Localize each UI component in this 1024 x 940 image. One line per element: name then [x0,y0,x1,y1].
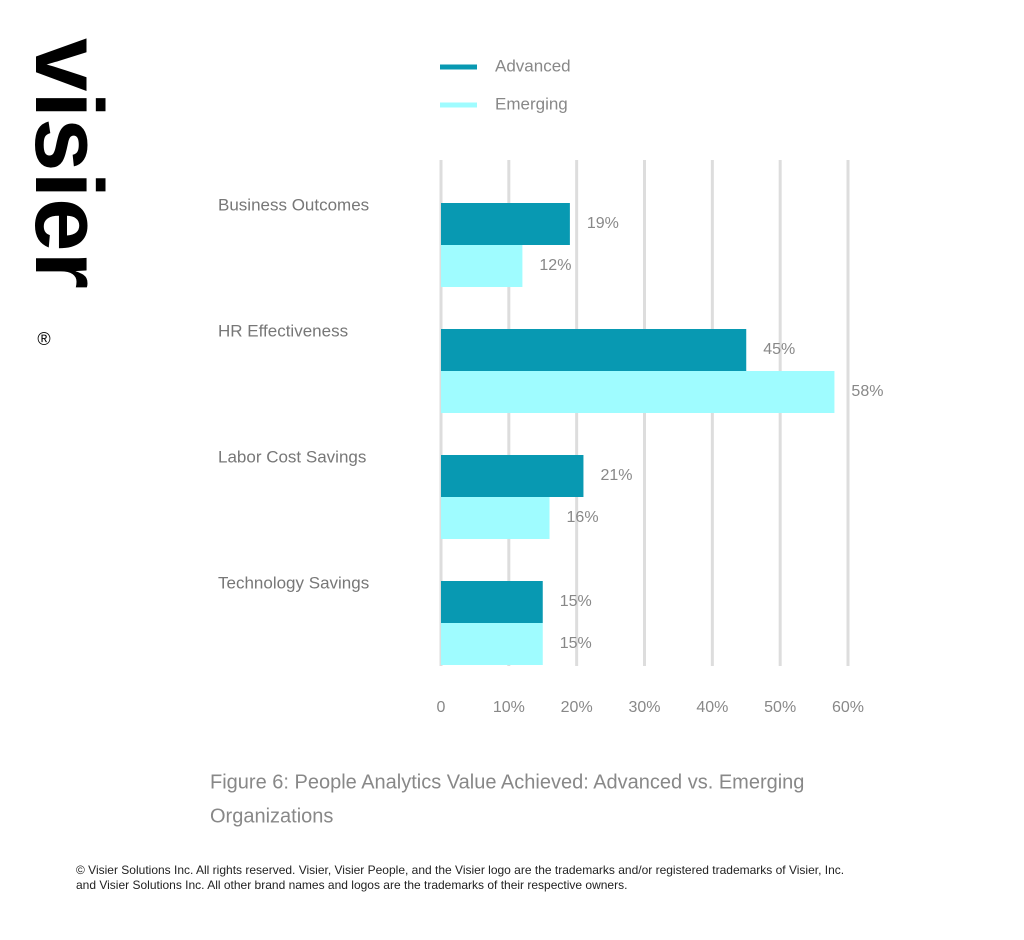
value-label: 45% [763,341,795,358]
x-tick-label: 30% [628,699,660,716]
caption: Organizations [210,805,333,827]
x-tick-label: 60% [832,699,864,716]
bar [441,329,747,371]
x-tick-label: 0 [437,699,446,716]
logo-mark: ® [37,329,50,349]
logo: visier ® [15,38,122,349]
value-label: 21% [600,467,632,484]
category-label: Business Outcomes [218,195,369,214]
x-tick-label: 20% [561,699,593,716]
footer: © Visier Solutions Inc. All rights reser… [76,863,844,877]
bar [441,497,550,539]
category-label: HR Effectiveness [218,321,348,340]
x-tick-label: 50% [764,699,796,716]
value-label: 15% [560,635,592,652]
x-tick-label: 10% [493,699,525,716]
value-label: 16% [567,509,599,526]
legend-label: Advanced [495,56,571,75]
caption: Figure 6: People Analytics Value Achieve… [210,771,804,793]
bar [441,371,835,413]
logo-text: visier [15,38,122,289]
bar [441,623,543,665]
value-label: 15% [560,593,592,610]
bar [441,203,570,245]
value-label: 19% [587,215,619,232]
value-label: 58% [851,383,883,400]
footer: and Visier Solutions Inc. All other bran… [76,878,627,892]
bar [441,245,523,287]
legend-label: Emerging [495,94,568,113]
category-label: Technology Savings [218,573,369,592]
x-tick-label: 40% [696,699,728,716]
bar [441,455,584,497]
value-label: 12% [539,257,571,274]
bar [441,581,543,623]
category-label: Labor Cost Savings [218,447,366,466]
